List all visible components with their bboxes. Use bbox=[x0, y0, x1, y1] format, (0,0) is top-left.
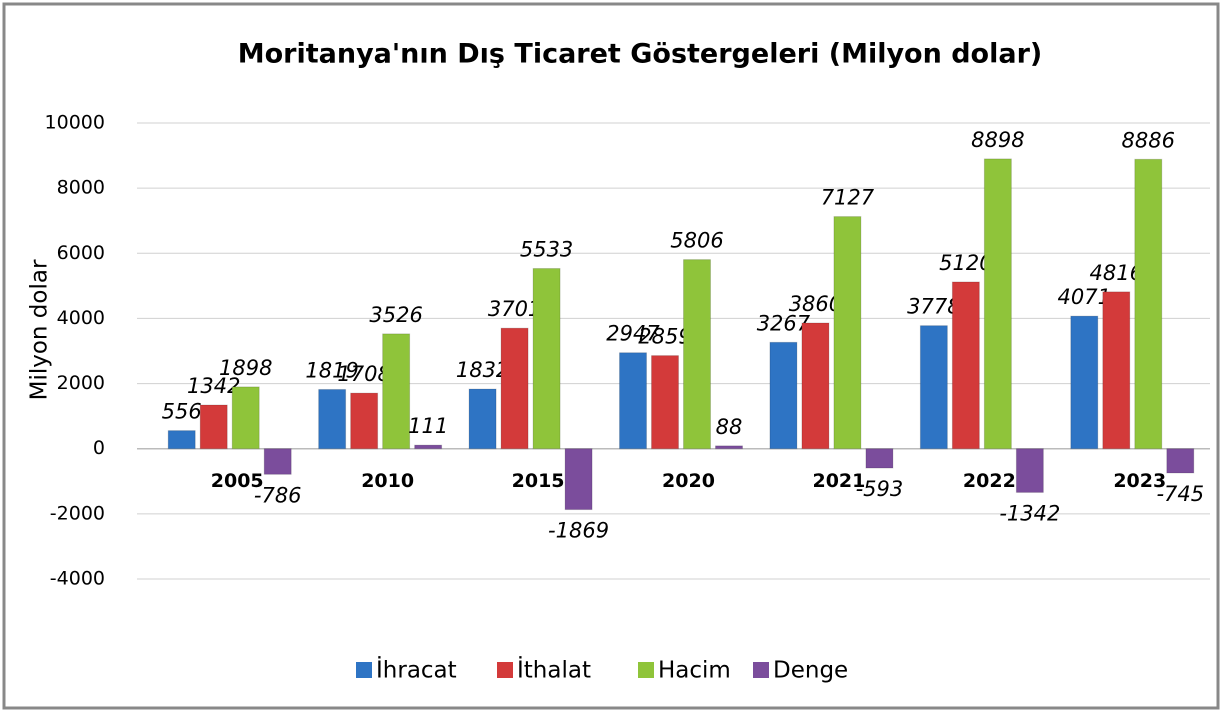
bar bbox=[318, 388, 347, 450]
value-label: 8886 bbox=[1122, 128, 1175, 152]
value-label: 2947 bbox=[606, 322, 660, 346]
bar bbox=[951, 281, 980, 450]
bar bbox=[382, 333, 411, 450]
bar bbox=[769, 341, 798, 450]
legend-swatch bbox=[638, 662, 654, 678]
y-tick-label: 6000 bbox=[57, 242, 105, 264]
bar bbox=[231, 386, 260, 450]
y-tick-label: 10000 bbox=[45, 112, 105, 134]
bar bbox=[1166, 448, 1195, 474]
bar bbox=[619, 352, 647, 450]
value-label: 5806 bbox=[670, 229, 723, 253]
bar bbox=[263, 448, 292, 475]
y-tick-label: 4000 bbox=[57, 307, 105, 329]
value-label: 3701 bbox=[488, 297, 541, 321]
y-tick-label: -2000 bbox=[50, 502, 105, 524]
value-label: 5120 bbox=[939, 251, 992, 275]
value-label: -745 bbox=[1156, 482, 1204, 506]
value-label: 111 bbox=[408, 414, 448, 438]
bar bbox=[1134, 158, 1163, 450]
value-label: 3778 bbox=[907, 295, 960, 319]
value-label: 1898 bbox=[219, 356, 272, 380]
bar bbox=[801, 322, 830, 450]
y-tick-label: 0 bbox=[93, 437, 105, 459]
value-label: 556 bbox=[162, 400, 202, 424]
bar bbox=[865, 448, 894, 469]
value-label: 7127 bbox=[821, 186, 875, 210]
value-label: 1342 bbox=[187, 374, 240, 398]
value-label: 8898 bbox=[971, 128, 1024, 152]
value-label: 3267 bbox=[757, 311, 811, 335]
value-label: -593 bbox=[856, 477, 904, 501]
value-label: 5533 bbox=[520, 237, 573, 261]
bar bbox=[1102, 291, 1131, 450]
x-tick-label: 2020 bbox=[662, 470, 715, 492]
x-tick-label: 2022 bbox=[963, 470, 1016, 492]
value-label: 1819 bbox=[305, 358, 358, 382]
legend-swatch bbox=[356, 662, 372, 678]
bar bbox=[414, 444, 443, 450]
bar bbox=[919, 325, 948, 450]
legend-swatch bbox=[497, 662, 513, 678]
y-tick-label: 2000 bbox=[57, 372, 105, 394]
x-tick-label: 2015 bbox=[512, 470, 565, 492]
legend-label: Denge bbox=[773, 658, 848, 684]
value-label: 88 bbox=[716, 415, 743, 439]
bar bbox=[500, 327, 529, 450]
bar bbox=[683, 259, 711, 450]
bar bbox=[651, 355, 679, 450]
bar bbox=[350, 392, 379, 450]
value-label: -1869 bbox=[548, 519, 609, 543]
bar bbox=[1070, 315, 1099, 450]
y-axis-title: Milyon dolar bbox=[27, 259, 53, 400]
bar bbox=[199, 404, 228, 450]
y-tick-label: 8000 bbox=[57, 177, 105, 199]
value-label: 1832 bbox=[456, 358, 509, 382]
chart-title: Moritanya'nın Dış Ticaret Göstergeleri (… bbox=[238, 39, 1042, 70]
legend-swatch bbox=[753, 662, 769, 678]
bar bbox=[1015, 448, 1044, 493]
bar bbox=[833, 216, 862, 450]
bar bbox=[715, 445, 743, 450]
bar bbox=[167, 430, 196, 450]
value-label: -786 bbox=[254, 483, 302, 507]
bar bbox=[564, 448, 593, 511]
value-label: 4071 bbox=[1058, 285, 1111, 309]
value-label: 3860 bbox=[789, 292, 842, 316]
bar bbox=[468, 388, 497, 450]
bar bbox=[983, 158, 1012, 450]
x-tick-label: 2010 bbox=[361, 470, 414, 492]
legend-label: İhracat bbox=[376, 656, 457, 684]
legend-label: Hacim bbox=[658, 658, 731, 684]
value-label: -1342 bbox=[999, 501, 1060, 525]
value-label: 3526 bbox=[369, 303, 422, 327]
value-label: 4816 bbox=[1090, 261, 1143, 285]
x-tick-label: 2005 bbox=[211, 470, 264, 492]
y-tick-label: -4000 bbox=[50, 568, 105, 590]
legend-label: İthalat bbox=[517, 656, 591, 684]
bar bbox=[532, 267, 561, 450]
value-label: 1708 bbox=[337, 362, 390, 386]
x-tick-label: 2023 bbox=[1113, 470, 1166, 492]
x-tick-label: 2021 bbox=[812, 470, 865, 492]
value-label: 2859 bbox=[638, 325, 691, 349]
